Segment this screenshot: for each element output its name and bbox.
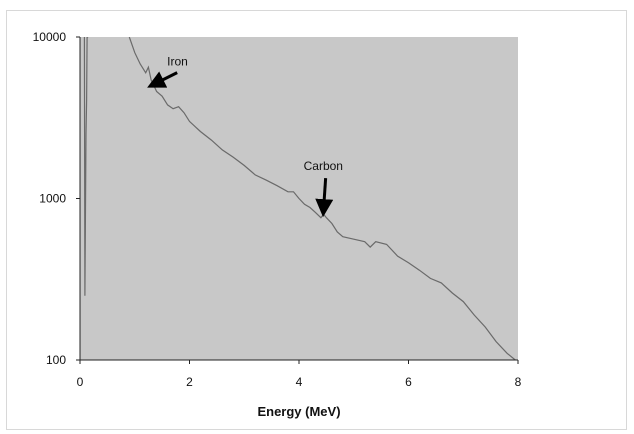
x-tick-label: 4 [296, 375, 303, 389]
spectrum-spike-line [83, 37, 89, 296]
iron-annotation-label: Iron [167, 55, 188, 69]
y-tick-label: 100 [46, 353, 66, 367]
x-tick-label: 2 [186, 375, 193, 389]
y-tick-label: 1000 [39, 192, 66, 206]
x-tick-label: 0 [77, 375, 84, 389]
spectrum-line [128, 37, 516, 360]
x-tick-label: 8 [515, 375, 522, 389]
carbon-annotation-label: Carbon [304, 159, 343, 173]
y-tick-label: 10000 [33, 30, 67, 44]
carbon-arrow [315, 178, 334, 218]
iron-arrow [147, 71, 178, 88]
x-axis-title: Energy (MeV) [257, 404, 340, 419]
x-tick-label: 6 [405, 375, 412, 389]
